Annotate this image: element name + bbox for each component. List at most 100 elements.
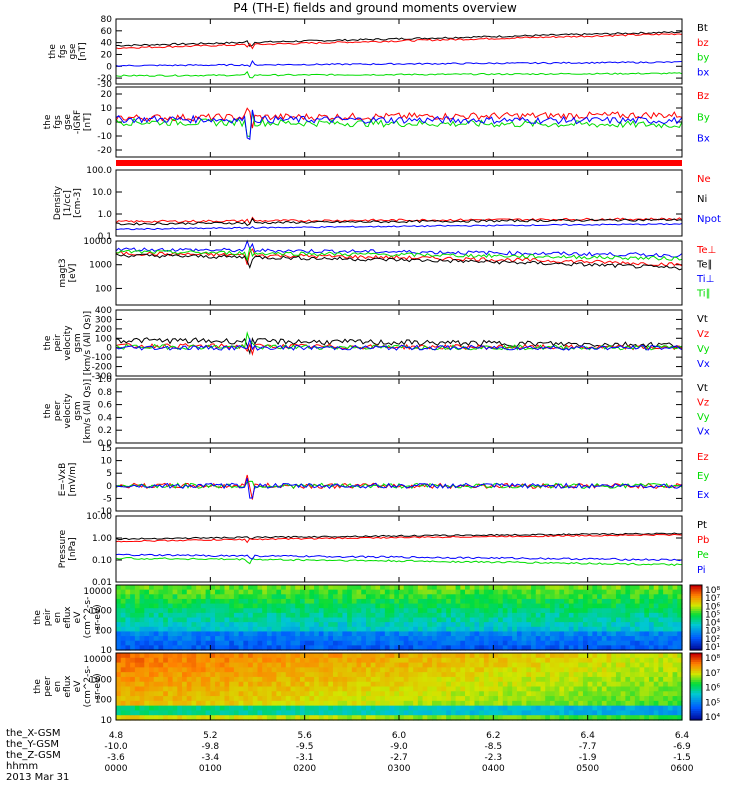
heatmap-cell — [601, 696, 608, 702]
heatmap-cell — [252, 667, 259, 673]
heatmap-cell — [611, 585, 617, 591]
heatmap-cell — [380, 672, 386, 678]
heatmap-cell — [158, 715, 164, 721]
heatmap-cell — [417, 662, 424, 668]
heatmap-cell — [564, 636, 570, 642]
heatmap-cell — [332, 603, 339, 609]
heatmap-cell — [394, 676, 400, 683]
heatmap-cell — [615, 603, 622, 609]
heatmap-cell — [229, 653, 235, 659]
heatmap-cell — [130, 622, 136, 628]
heatmap-cell — [403, 681, 410, 688]
heatmap-cell — [186, 631, 193, 637]
heatmap-cell — [460, 700, 466, 707]
heatmap-cell — [441, 715, 447, 721]
heatmap-cell — [134, 603, 141, 609]
heatmap-cell — [469, 686, 476, 692]
heatmap-cell — [483, 672, 490, 678]
heatmap-cell — [667, 700, 674, 707]
heatmap-cell — [502, 636, 509, 642]
heatmap-cell — [545, 681, 551, 688]
heatmap-cell — [498, 640, 504, 646]
heatmap-cell — [611, 696, 617, 702]
heatmap-cell — [540, 715, 546, 721]
heatmap-cell — [422, 612, 428, 619]
heatmap-cell — [271, 626, 277, 633]
heatmap-cell — [210, 622, 216, 628]
heatmap-cell — [531, 617, 537, 623]
heatmap-cell — [163, 617, 169, 623]
heatmap-cell — [125, 662, 131, 668]
panel-7-ytick: 0.01 — [92, 578, 112, 588]
heatmap-cell — [304, 636, 310, 642]
series-line-Ex — [115, 477, 683, 499]
heatmap-cell — [399, 612, 405, 619]
heatmap-cell — [531, 705, 537, 712]
heatmap-cell — [266, 710, 273, 716]
heatmap-cell — [309, 686, 315, 692]
heatmap-cell — [672, 705, 678, 712]
panel-2-frame — [115, 169, 683, 237]
heatmap-cell — [257, 681, 263, 688]
heatmap-cell — [351, 681, 358, 688]
heatmap-cell — [446, 676, 452, 683]
heatmap-cell — [559, 631, 565, 637]
heatmap-cell — [450, 662, 457, 668]
heatmap-cell — [200, 608, 207, 614]
heatmap-cell — [540, 594, 546, 600]
heatmap-cell — [266, 631, 273, 637]
legend-Vz: Vz — [697, 329, 709, 340]
heatmap-cell — [540, 598, 546, 605]
heatmap-cell — [356, 681, 362, 688]
heatmap-cell — [182, 653, 188, 659]
heatmap-cell — [153, 662, 160, 668]
heatmap-cell — [328, 640, 334, 646]
heatmap-cell — [526, 617, 532, 623]
heatmap-cell — [149, 676, 155, 683]
heatmap-cell — [531, 626, 537, 633]
heatmap-cell — [648, 710, 655, 716]
heatmap-cell — [130, 705, 136, 712]
heatmap-cell — [630, 585, 636, 591]
heatmap-cell — [455, 640, 461, 646]
heatmap-cell — [408, 705, 414, 712]
heatmap-cell — [248, 667, 254, 673]
heatmap-cell — [493, 598, 499, 605]
heatmap-cell — [672, 696, 678, 702]
heatmap-cell — [167, 691, 174, 697]
heatmap-cell — [139, 640, 145, 646]
heatmap-cell — [413, 710, 419, 716]
heatmap-cell — [328, 608, 334, 614]
heatmap-cell — [667, 589, 674, 595]
heatmap-cell — [323, 672, 329, 678]
heatmap-cell — [488, 657, 494, 664]
heatmap-cell — [309, 603, 315, 609]
heatmap-cell — [328, 603, 334, 609]
heatmap-cell — [648, 617, 655, 623]
heatmap-cell — [667, 622, 674, 628]
heatmap-cell — [380, 705, 386, 712]
heatmap-cell — [644, 645, 650, 651]
heatmap-cell — [611, 603, 617, 609]
heatmap-cell — [233, 653, 240, 659]
heatmap-cell — [229, 667, 235, 673]
heatmap-cell — [342, 686, 348, 692]
heatmap-cell — [493, 686, 499, 692]
colorbar — [689, 652, 703, 721]
heatmap-cell — [384, 622, 391, 628]
heatmap-cell — [271, 696, 277, 702]
heatmap-cell — [663, 589, 669, 595]
heatmap-cell — [177, 612, 183, 619]
heatmap-cell — [365, 589, 372, 595]
heatmap-cell — [677, 715, 683, 721]
heatmap-cell — [233, 667, 240, 673]
heatmap-cell — [672, 636, 678, 642]
heatmap-cell — [375, 691, 381, 697]
panel-4-ytick: 0 — [106, 344, 112, 354]
heatmap-cell — [535, 696, 542, 702]
heatmap-cell — [163, 612, 169, 619]
heatmap-cell — [196, 622, 202, 628]
legend-Ex: Ex — [697, 490, 709, 501]
heatmap-cell — [276, 636, 282, 642]
heatmap-cell — [196, 653, 202, 659]
